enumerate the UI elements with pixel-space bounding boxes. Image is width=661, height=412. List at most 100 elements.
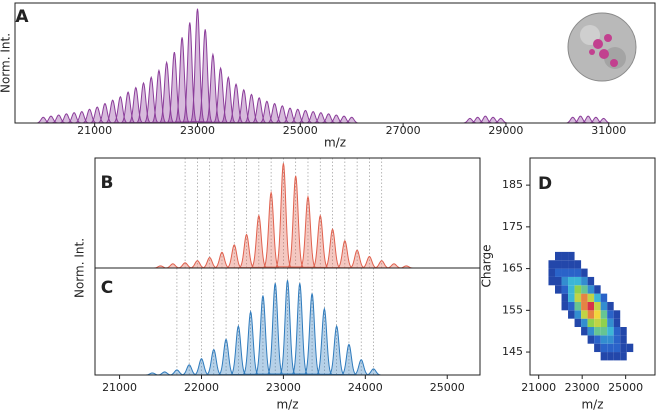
peak xyxy=(98,102,112,124)
heat-cell xyxy=(613,310,621,319)
peak xyxy=(279,280,296,375)
peak xyxy=(205,52,221,123)
heat-cell xyxy=(607,343,614,353)
x-tick-label: 23000 xyxy=(180,124,215,137)
peak xyxy=(349,249,365,269)
peak xyxy=(190,260,205,269)
heat-cell xyxy=(600,352,608,361)
heat-cell xyxy=(600,327,608,336)
peak xyxy=(243,93,260,124)
peak xyxy=(229,324,247,375)
heat-cell xyxy=(574,310,582,319)
peak xyxy=(182,22,198,123)
peak xyxy=(220,75,237,123)
peak xyxy=(353,359,369,376)
y-tick-label: 145 xyxy=(502,345,523,358)
heat-cell xyxy=(620,327,627,336)
peak xyxy=(177,262,193,269)
heat-cell xyxy=(594,301,601,311)
peak xyxy=(105,99,120,124)
heat-cell xyxy=(568,251,575,261)
heat-cell xyxy=(574,268,582,277)
heat-cell xyxy=(600,301,608,311)
heat-cell xyxy=(568,276,575,286)
peak xyxy=(181,364,197,376)
heat-cell xyxy=(587,285,595,294)
heat-cell xyxy=(555,251,562,261)
x-tick-label: 31000 xyxy=(591,124,626,137)
heat-cell xyxy=(613,335,621,344)
heat-cell xyxy=(600,335,608,344)
x-tick-label: 25000 xyxy=(608,381,643,394)
heat-cell xyxy=(581,293,588,302)
heat-cell xyxy=(613,352,621,361)
heat-cell xyxy=(568,310,575,319)
heat-cell xyxy=(600,343,608,353)
heat-cell xyxy=(561,251,569,261)
y-tick-label: 155 xyxy=(502,303,523,316)
peak xyxy=(306,110,320,124)
peak xyxy=(260,100,274,124)
peak xyxy=(250,214,268,268)
x-tick-label: 21000 xyxy=(521,381,556,394)
y-tick-label: 165 xyxy=(502,262,523,275)
heat-cell xyxy=(594,285,601,294)
heat-cell xyxy=(568,268,575,277)
heat-cell xyxy=(574,276,582,286)
heat-cell xyxy=(620,352,627,361)
peak xyxy=(59,113,74,124)
peak xyxy=(283,107,297,124)
heat-cell xyxy=(548,276,555,286)
peak xyxy=(316,306,333,375)
peak xyxy=(275,163,292,268)
x-tick-label: 23000 xyxy=(266,381,301,394)
peak xyxy=(321,113,336,124)
heat-cell xyxy=(607,318,614,328)
heat-cell xyxy=(607,327,614,336)
heat-cell xyxy=(587,301,595,311)
heat-cell xyxy=(561,293,569,302)
heat-cell xyxy=(620,335,627,344)
peak xyxy=(339,343,358,376)
heat-cell xyxy=(555,276,562,286)
panel-label: D xyxy=(538,174,552,194)
x-tick-label: 22000 xyxy=(184,381,219,394)
peak xyxy=(166,52,182,123)
x-tick-label: 25000 xyxy=(283,124,318,137)
peak xyxy=(111,95,129,124)
heat-cell xyxy=(568,285,575,294)
peak xyxy=(82,108,97,124)
peak xyxy=(290,108,305,124)
heat-cell xyxy=(561,260,569,269)
peak xyxy=(217,338,235,376)
heat-cell xyxy=(607,352,614,361)
x-tick-label: 21000 xyxy=(102,381,137,394)
x-tick-label: 25000 xyxy=(430,381,465,394)
heat-cell xyxy=(581,285,588,294)
heat-cell xyxy=(574,285,582,294)
peak xyxy=(366,368,381,376)
x-tick-label: 21000 xyxy=(77,124,112,137)
peak xyxy=(581,115,595,124)
heat-cell xyxy=(594,335,601,344)
heat-cell xyxy=(581,276,588,286)
heat-cell xyxy=(581,310,588,319)
y-tick-label: 175 xyxy=(502,220,523,233)
peak xyxy=(311,214,329,268)
y-axis-label: Norm. Int. xyxy=(0,33,13,93)
y-axis-label: Norm. Int. xyxy=(73,238,87,298)
panel-label: A xyxy=(15,7,29,27)
peak xyxy=(228,82,245,124)
peak xyxy=(67,112,81,124)
y-axis-label: Charge xyxy=(480,244,494,287)
plot-frame xyxy=(529,157,656,376)
peak xyxy=(235,88,252,124)
heat-cell xyxy=(613,343,621,353)
peak xyxy=(242,310,259,375)
peak xyxy=(202,256,217,269)
heat-cell xyxy=(587,293,595,302)
peak xyxy=(169,369,185,376)
heat-cell xyxy=(555,268,562,277)
heat-cell xyxy=(581,301,588,311)
